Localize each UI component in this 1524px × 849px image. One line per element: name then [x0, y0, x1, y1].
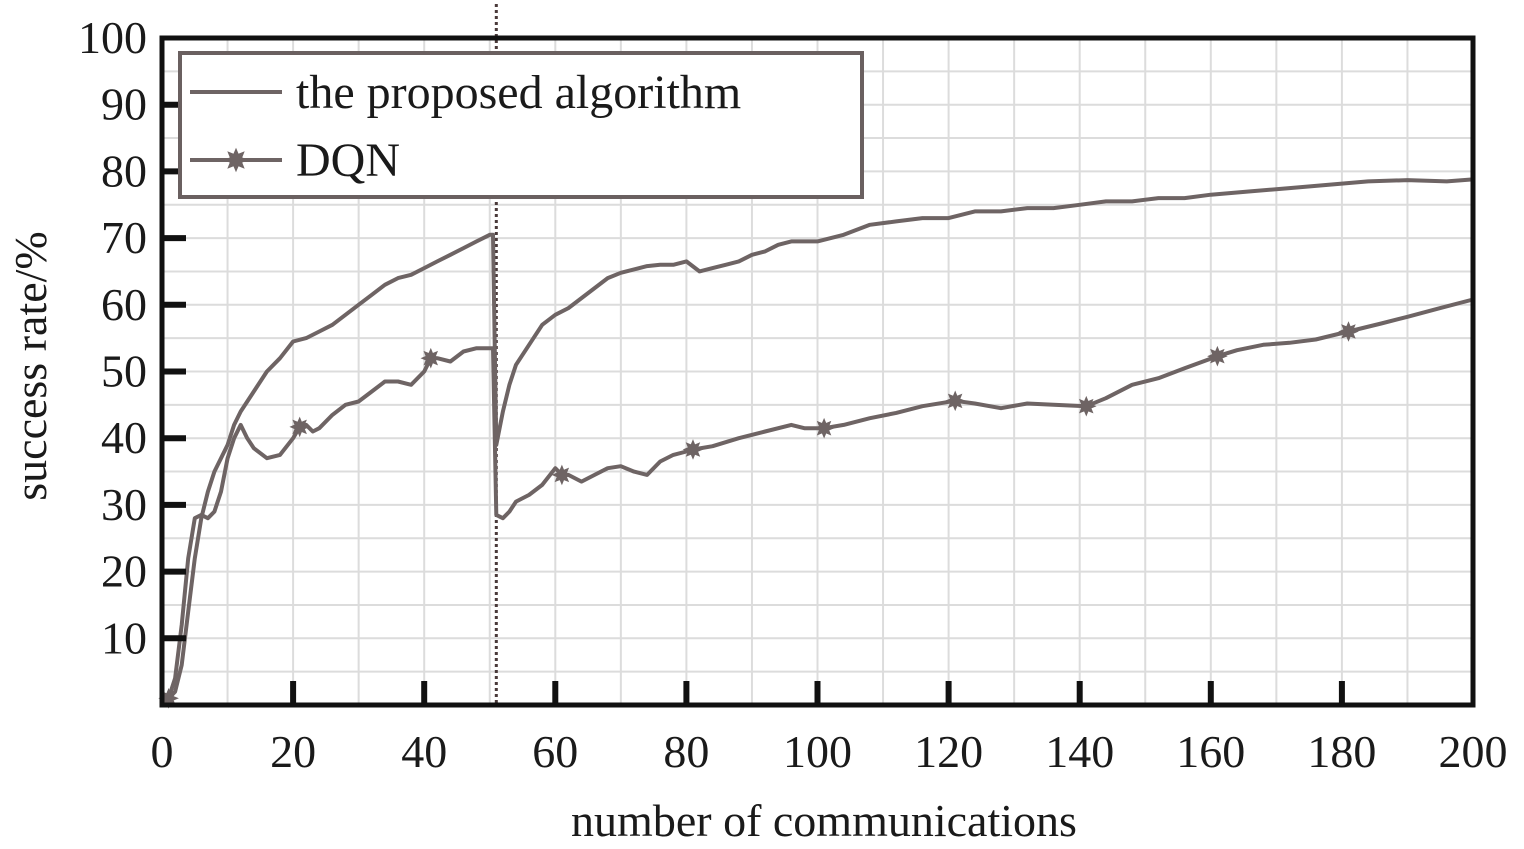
series-point-dqn: [1338, 321, 1359, 342]
y-tick-label: 60: [101, 279, 147, 330]
series-point-dqn: [682, 439, 704, 460]
y-tick-label: 100: [78, 12, 147, 63]
series-line-the-proposed-algorithm: [167, 177, 1474, 700]
legend-label: the proposed algorithm: [296, 66, 741, 119]
x-tick-label: 60: [532, 726, 578, 777]
x-tick-label: 40: [401, 726, 447, 777]
x-tick-label: 100: [783, 726, 852, 777]
series-point-dqn: [551, 464, 573, 486]
y-tick-label: 50: [101, 346, 147, 397]
x-tick-label: 140: [1045, 726, 1114, 777]
series-point-dqn: [944, 390, 966, 412]
series-point-dqn: [289, 416, 310, 438]
x-tick-label: 160: [1176, 726, 1245, 777]
legend-marker-star: [223, 147, 249, 173]
y-tick-label: 90: [101, 79, 147, 130]
axis-ticks: 0 20 40 60 80 100 120 140 160 180 200 10 20 30 40 50 60 7…: [78, 12, 1508, 777]
legend-label: DQN: [296, 134, 400, 187]
y-tick-label: 10: [101, 612, 147, 663]
x-tick-label: 80: [663, 726, 709, 777]
y-tick-label: 40: [101, 412, 147, 463]
y-tick-label: 80: [101, 145, 147, 196]
x-tick-label: 120: [914, 726, 983, 777]
y-tick-label: 70: [101, 212, 147, 263]
legend: the proposed algorithm DQN: [178, 51, 864, 199]
data-series: [158, 177, 1474, 709]
series-point-dqn: [420, 347, 442, 369]
y-tick-label: 20: [101, 546, 147, 597]
x-tick-label: 180: [1307, 726, 1376, 777]
series-point-dqn: [1207, 345, 1228, 367]
y-tick-label: 30: [101, 479, 147, 530]
y-axis-title: success rate/%: [5, 231, 56, 501]
x-tick-label: 200: [1439, 726, 1508, 777]
x-tick-label: 20: [270, 726, 316, 777]
legend-box: [178, 51, 864, 199]
series-point-dqn: [1076, 395, 1097, 417]
x-tick-label: 0: [151, 726, 174, 777]
x-axis-title: number of communications: [571, 795, 1077, 846]
series-point-dqn: [813, 417, 835, 439]
